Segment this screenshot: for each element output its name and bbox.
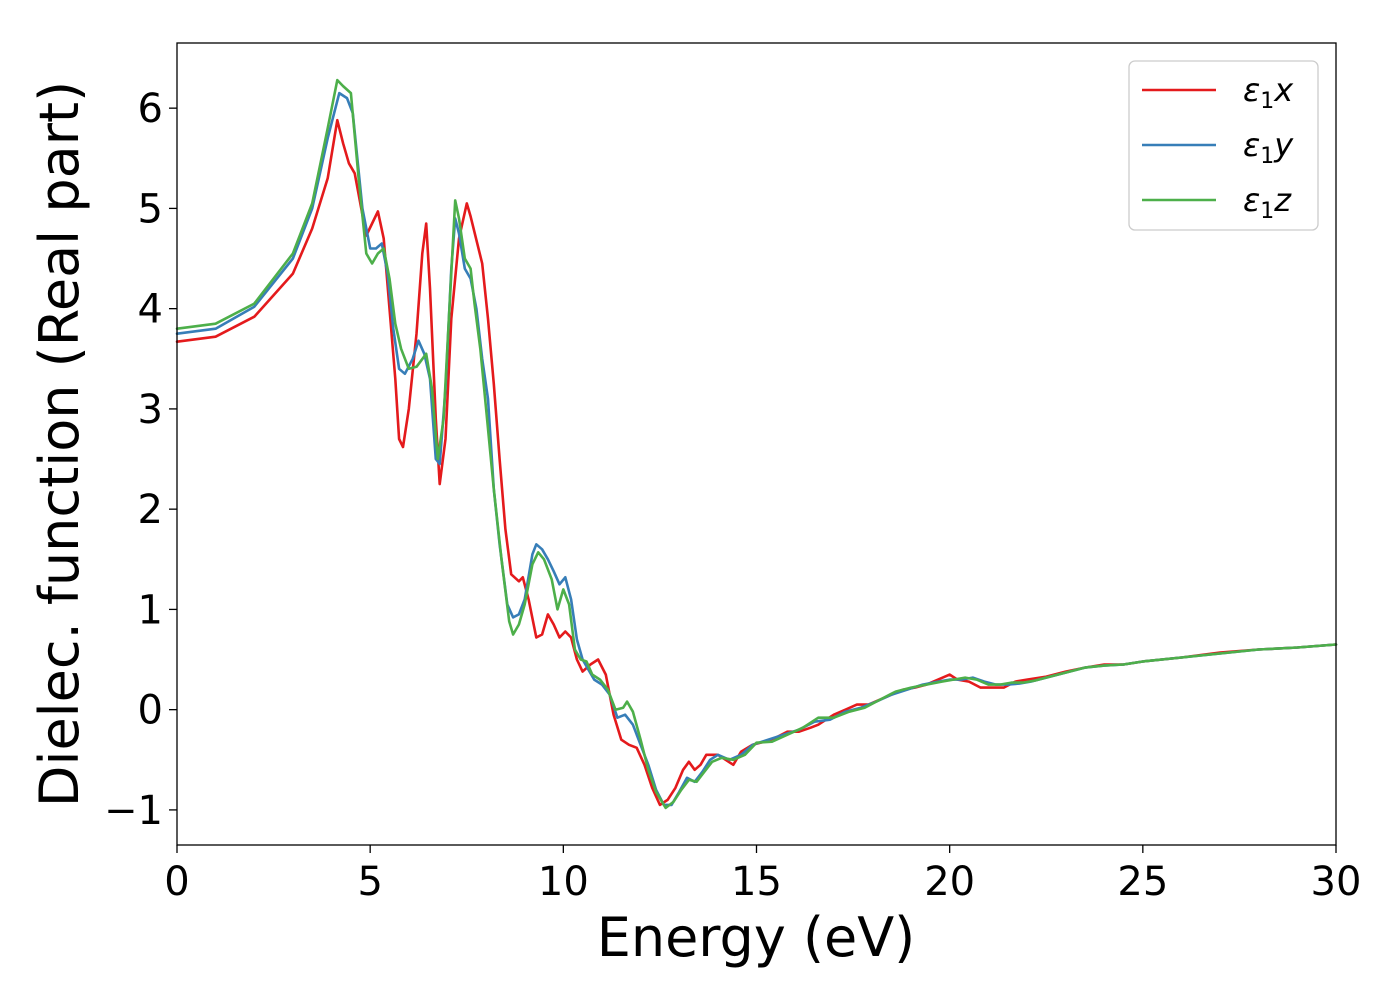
- legend-label-z: ε1z: [1243, 181, 1292, 224]
- series-layer: [175, 78, 1338, 810]
- series-line-x: [175, 118, 1338, 807]
- x-tick-label: 30: [1311, 859, 1362, 905]
- y-tick-label: 2: [138, 487, 163, 533]
- legend-label-x: ε1x: [1243, 71, 1294, 114]
- y-tick-label: 4: [138, 287, 163, 333]
- y-axis-ticks: −1 0 1 2 3 4 5 6: [104, 86, 177, 834]
- x-tick-label: 25: [1117, 859, 1168, 905]
- y-tick-label: −1: [104, 788, 163, 834]
- y-axis-title: Dielec. function (Real part): [28, 81, 91, 807]
- series-line-z: [175, 78, 1338, 810]
- x-tick-label: 15: [731, 859, 782, 905]
- x-tick-label: 10: [538, 859, 589, 905]
- y-tick-label: 0: [138, 688, 163, 734]
- y-tick-label: 6: [138, 86, 163, 132]
- x-tick-label: 0: [164, 859, 189, 905]
- x-axis-ticks: 0 5 10 15 20 25 30: [164, 845, 1361, 905]
- legend: ε1x ε1y ε1z: [1128, 60, 1319, 231]
- y-tick-label: 1: [138, 587, 163, 633]
- x-axis-title: Energy (eV): [597, 906, 916, 969]
- x-tick-label: 20: [924, 859, 975, 905]
- x-tick-label: 5: [357, 859, 382, 905]
- legend-label-y: ε1y: [1243, 126, 1294, 169]
- y-tick-label: 5: [138, 186, 163, 232]
- legend-box: [1128, 60, 1319, 231]
- y-tick-label: 3: [138, 387, 163, 433]
